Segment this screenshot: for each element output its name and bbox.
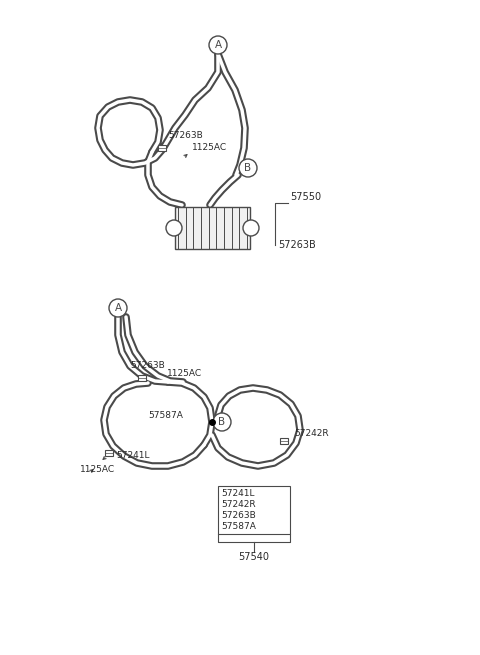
Text: 1125AC: 1125AC — [192, 143, 227, 152]
Text: 57587A: 57587A — [221, 522, 256, 531]
Circle shape — [239, 159, 257, 177]
Circle shape — [213, 413, 231, 431]
Text: 57241L: 57241L — [116, 451, 149, 460]
Text: 57241L: 57241L — [221, 489, 254, 498]
Text: 57242R: 57242R — [221, 500, 256, 509]
Text: 57263B: 57263B — [221, 511, 256, 520]
Text: 57540: 57540 — [239, 552, 269, 562]
Text: 57263B: 57263B — [278, 240, 316, 250]
Bar — [158, 145, 166, 151]
Circle shape — [209, 36, 227, 54]
Text: B: B — [244, 163, 252, 173]
Bar — [105, 450, 113, 456]
Bar — [280, 438, 288, 444]
Text: 57550: 57550 — [290, 192, 321, 202]
Circle shape — [166, 220, 182, 236]
Text: A: A — [114, 303, 121, 313]
Circle shape — [109, 299, 127, 317]
Text: B: B — [218, 417, 226, 427]
Bar — [138, 375, 146, 381]
Text: 57242R: 57242R — [294, 429, 329, 438]
Text: 57263B: 57263B — [130, 361, 165, 370]
Text: 1125AC: 1125AC — [167, 369, 202, 378]
Text: 57587A: 57587A — [148, 411, 183, 420]
Bar — [218, 486, 290, 534]
Text: 57263B: 57263B — [168, 131, 203, 140]
Circle shape — [243, 220, 259, 236]
Text: A: A — [215, 40, 222, 50]
Bar — [175, 207, 250, 249]
Text: 1125AC: 1125AC — [80, 465, 115, 474]
